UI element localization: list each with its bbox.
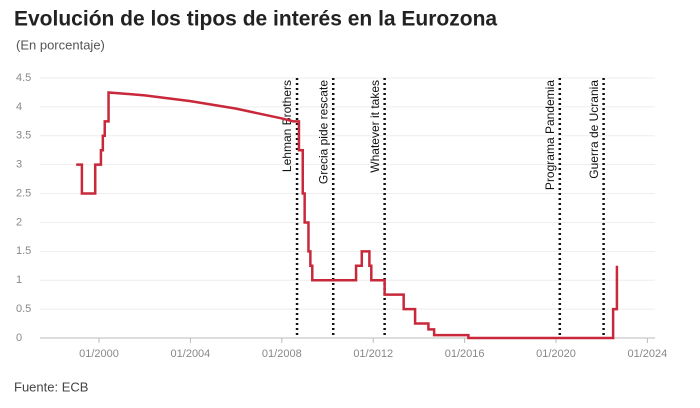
y-tick-label: 1 (16, 274, 22, 286)
chart-subtitle: (En porcentaje) (16, 37, 105, 52)
annotation-label: Lehman Brothers (280, 80, 294, 172)
chart-title: Evolución de los tipos de interés en la … (14, 8, 497, 31)
y-tick-label: 3 (16, 159, 22, 171)
x-tick-label: 01/2004 (171, 348, 211, 360)
y-tick-label: 4 (16, 101, 22, 113)
annotation-label: Whatever it takes (368, 80, 382, 173)
y-tick-label: 2 (16, 216, 22, 228)
annotation-label: Grecia pide rescate (316, 80, 330, 184)
y-tick-label: 2.5 (16, 187, 31, 199)
y-tick-label: 1.5 (16, 245, 31, 257)
x-tick-label: 01/2008 (262, 348, 302, 360)
y-tick-label: 4.5 (16, 72, 31, 84)
annotation-label: Guerra de Ucrania (587, 80, 601, 179)
x-tick-label: 01/2012 (353, 348, 393, 360)
x-tick-label: 01/2024 (628, 348, 668, 360)
source: Fuente: ECB (14, 379, 88, 394)
y-tick-label: 0 (16, 332, 22, 344)
data-line (76, 91, 619, 340)
y-tick-label: 0.5 (16, 303, 31, 315)
y-tick-label: 3.5 (16, 130, 31, 142)
x-tick-label: 01/2000 (79, 348, 119, 360)
x-tick-label: 01/2020 (536, 348, 576, 360)
annotation-label: Programa Pandemia (543, 80, 557, 190)
x-tick-label: 01/2016 (445, 348, 485, 360)
